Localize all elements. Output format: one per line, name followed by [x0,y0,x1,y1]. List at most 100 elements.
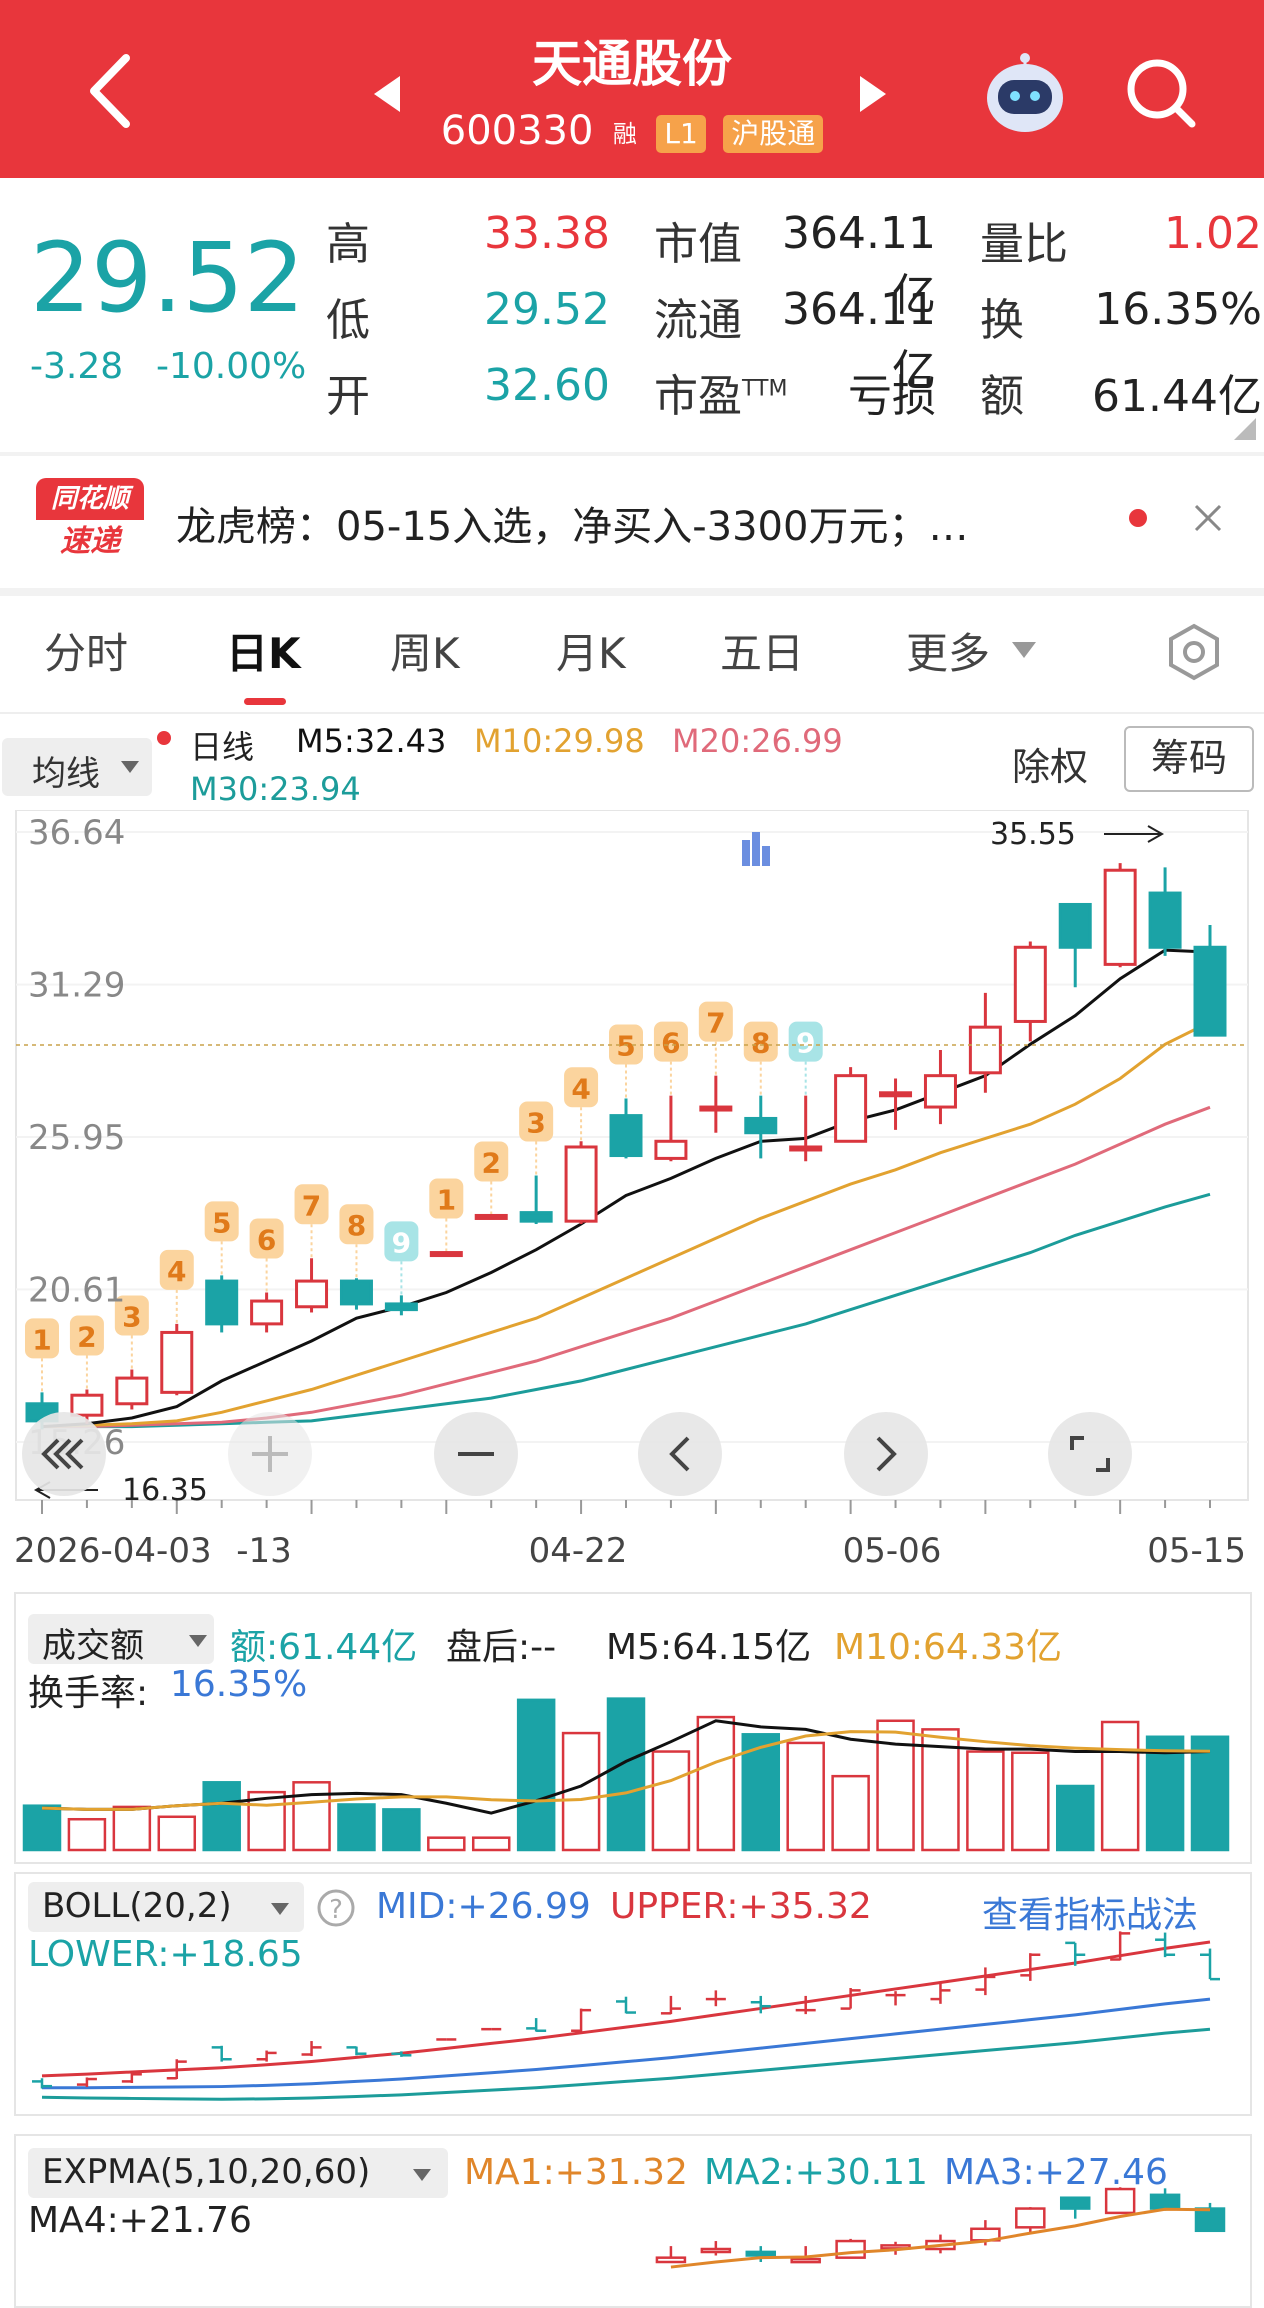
candle-body [339,1279,373,1306]
chevron-down-icon[interactable] [1010,640,1038,662]
turnover-label: 换 [980,295,1024,346]
candle-body [790,2257,821,2264]
news-logo: 同花顺 速递 [36,478,144,564]
kline-frame [15,810,1249,1501]
boll-mid-legend: MID:+26.99 [376,1886,591,1927]
boll-ohlc-bar [930,1983,951,2004]
turn-label-text: 4 [167,1255,186,1288]
boll-ohlc-bar [660,1995,681,2015]
boll-chart[interactable] [0,1872,1264,2112]
candle [205,1275,239,1333]
tab-weekly-k[interactable]: 周K [390,629,460,678]
volume-bar [22,1804,62,1852]
volume-bar [1100,1720,1140,1852]
volume-indicator-selector[interactable]: 成交额 [28,1614,214,1666]
turn-label-text: 5 [212,1206,231,1239]
high-value: 33.38 [484,208,610,259]
scroll-left-button[interactable] [638,1412,722,1496]
tab-more[interactable]: 更多 [906,629,991,678]
next-stock-icon[interactable] [854,72,890,116]
boll-ohlc-bar [616,1996,636,2014]
candle-body [1104,2187,1136,2215]
expma-chart[interactable] [0,2134,1264,2290]
divider [0,452,1264,456]
chip-button[interactable]: 筹码 [1124,726,1254,792]
candle-body [655,2256,687,2264]
turn-label-badge [294,1184,329,1225]
close-icon[interactable] [1190,500,1226,536]
boll-ohlc-bar [885,1991,906,2006]
indicator-strategy-link[interactable]: 查看指标战法 [982,1895,1199,1936]
fullscreen-button[interactable] [1048,1412,1132,1496]
candle-body [429,1251,463,1258]
volume-bar [382,1808,421,1852]
amount-label: 额 [980,371,1024,422]
candle-body [295,1279,329,1309]
pe-label: 市盈TTM [654,371,788,422]
candle [654,1095,688,1162]
settings-hexagon-icon[interactable] [1164,622,1224,682]
search-icon[interactable] [1124,56,1200,132]
turn-label-badge [204,1201,239,1242]
volume-bar [1190,1735,1230,1852]
candle-body [205,1279,239,1326]
candle-body [1193,945,1227,1037]
candle-body [835,2239,866,2259]
tab-five-day[interactable]: 五日 [720,629,805,678]
candle-body [1058,902,1092,949]
volume-ma10-line [41,1730,1211,1811]
amount-value: 61.44亿 [1092,371,1262,422]
candle-body [250,1299,284,1326]
volume-bar [651,1750,691,1852]
expand-corner-icon[interactable] [1234,418,1256,440]
candle [429,1251,463,1258]
turn-label-badge [564,1067,599,1108]
expma-candle [1194,2202,1226,2233]
boll-ohlc-bar [840,1988,861,2010]
volume-bar [876,1719,915,1852]
turnover-rate-value: 16.35% [170,1664,308,1705]
turn-label-text: 7 [302,1189,321,1222]
candle [115,1369,149,1410]
rewind-button[interactable] [22,1412,106,1496]
turn-label-badge [653,1021,688,1062]
back-icon[interactable] [80,46,140,136]
turn-label-text: 1 [32,1323,51,1356]
current-price: 29.52 [30,222,305,334]
candle [699,1075,733,1133]
candle [744,1095,778,1159]
news-ticker[interactable]: 龙虎榜：05-15入选，净买入-3300万元；… [176,504,969,550]
ma-selector[interactable]: 均线 [2,738,152,796]
bar-chart-icon[interactable] [742,832,770,866]
prev-stock-icon[interactable] [370,72,406,116]
help-icon[interactable]: ? [316,1888,356,1928]
ma5-legend: M5:32.43 [296,722,447,760]
candle [250,1292,284,1333]
candle [1058,902,1092,988]
boll-upper-line [41,1940,1211,2078]
expma-ma3-legend: MA3:+27.46 [944,2152,1168,2193]
boll-ohlc-bar [1020,1953,1041,1981]
float-cap-label: 流通 [654,295,742,346]
volume-chart[interactable] [0,1660,1264,1860]
boll-ohlc-bar [705,1990,726,2007]
expma-ma2-legend: MA2:+30.11 [704,2152,928,2193]
turn-label-text: 4 [571,1072,590,1105]
live-dot-icon [157,731,171,745]
turn-label-text: 8 [347,1209,366,1242]
expma-indicator-selector[interactable]: EXPMA(5,10,20,60) [28,2148,448,2198]
candle-body [70,1393,104,1417]
tab-monthly-k[interactable]: 月K [556,629,626,678]
scroll-right-button[interactable] [844,1412,928,1496]
pe-value: 亏损 [848,371,936,422]
boll-lower-line [41,2027,1211,2101]
tab-intraday[interactable]: 分时 [44,629,129,678]
candle-body [609,1114,643,1158]
boll-indicator-selector[interactable]: BOLL(20,2) [28,1882,304,1932]
volume-bar [921,1728,960,1852]
assistant-robot-icon[interactable] [980,48,1070,138]
unread-dot-icon [1129,509,1147,527]
adjust-button[interactable]: 除权 [1012,745,1089,789]
tab-daily-k[interactable]: 日K [226,629,301,678]
